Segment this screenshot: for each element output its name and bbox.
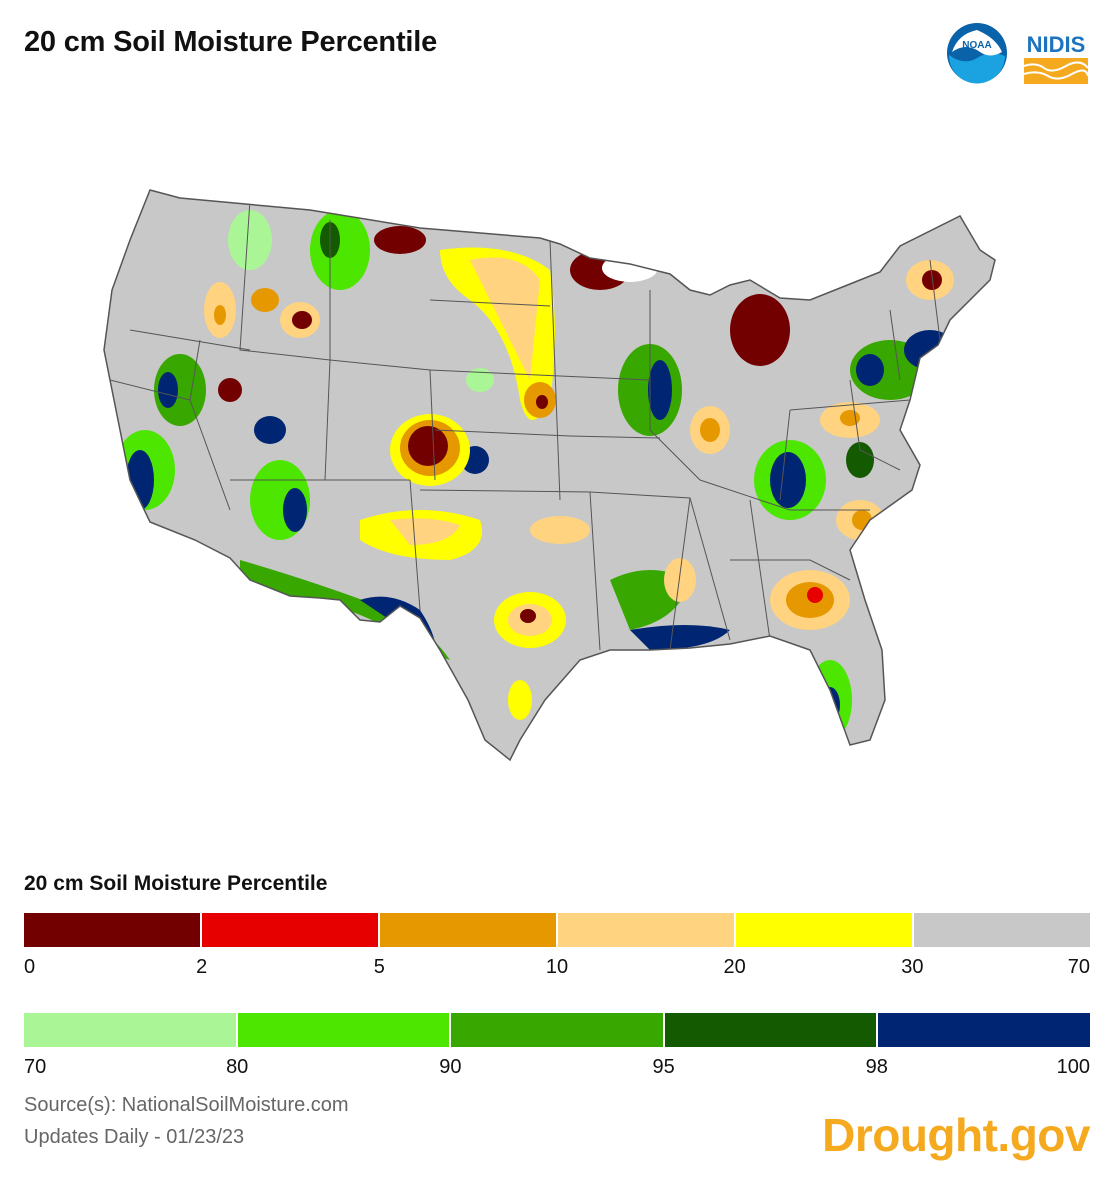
dry-scale-segment [558, 913, 736, 947]
dry-scale-segment [24, 913, 202, 947]
us-soil-moisture-map [103, 189, 996, 761]
dry-scale-segment [202, 913, 380, 947]
wet-scale-tick-label: 98 [865, 1056, 888, 1078]
wet-scale-tick-label: 70 [24, 1056, 47, 1078]
state-boundaries [109, 199, 941, 651]
dry-scale-ticks: 0 2 5 10 20 30 70 [24, 956, 1090, 980]
dry-scale-tick-label: 30 [901, 956, 924, 978]
soil-moisture-map[interactable] [90, 180, 1030, 780]
noaa-logo-text: NOAA [962, 40, 991, 51]
dry-scale-tick-label: 0 [24, 956, 36, 978]
wet-scale-tick-label: 80 [226, 1056, 249, 1078]
dry-scale-tick-label: 10 [545, 956, 569, 978]
update-date-text: Updates Daily - 01/23/23 [24, 1126, 245, 1148]
wet-scale-tick-label: 100 [1056, 1056, 1090, 1078]
dry-scale-bar [24, 913, 1090, 947]
wet-scale-tick-label: 90 [439, 1056, 462, 1078]
dry-scale-segment [380, 913, 558, 947]
wet-scale-segment [878, 1013, 1090, 1047]
dry-scale-tick-label: 20 [723, 956, 746, 978]
noaa-logo-icon[interactable]: NOAA [946, 22, 1008, 84]
page-title: 20 cm Soil Moisture Percentile [24, 26, 438, 58]
dry-scale-tick-label: 2 [196, 956, 208, 978]
nidis-logo-icon[interactable]: NIDIS [1022, 22, 1090, 86]
dry-scale-tick-label: 70 [1067, 956, 1090, 978]
wet-scale-segment [451, 1013, 665, 1047]
drought-gov-brand[interactable]: Drought.gov [822, 1109, 1090, 1161]
nidis-logo-text: NIDIS [1027, 32, 1086, 57]
dry-scale-segment [736, 913, 914, 947]
dry-scale-segment [914, 913, 1090, 947]
wet-scale-segment [24, 1013, 238, 1047]
wet-scale-ticks: 70 80 90 95 98 100 [24, 1056, 1090, 1080]
legend-title: 20 cm Soil Moisture Percentile [24, 872, 328, 895]
wet-scale-segment [664, 1013, 879, 1047]
wet-scale-bar [24, 1013, 1090, 1047]
logo-group: NOAA NIDIS [946, 22, 1090, 86]
source-text: Source(s): NationalSoilMoisture.com [24, 1094, 349, 1116]
dry-scale-tick-label: 5 [373, 956, 385, 978]
wet-scale-segment [237, 1013, 452, 1047]
wet-scale-tick-label: 95 [652, 1056, 675, 1078]
